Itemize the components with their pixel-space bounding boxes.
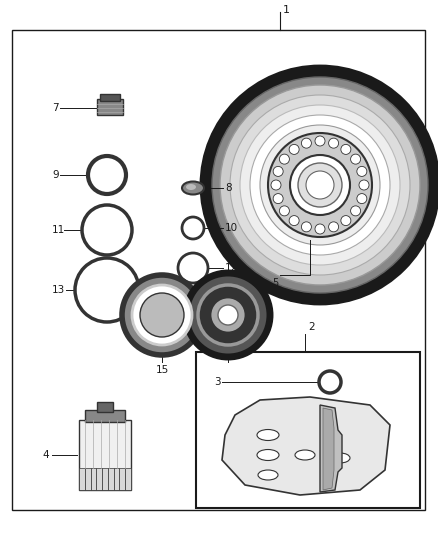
Circle shape — [350, 154, 360, 164]
Text: 8: 8 — [225, 183, 232, 193]
Circle shape — [319, 371, 341, 393]
Ellipse shape — [182, 182, 204, 195]
Circle shape — [306, 171, 334, 199]
Bar — [100, 94, 120, 101]
Text: 1: 1 — [283, 5, 290, 15]
Circle shape — [289, 144, 299, 155]
Text: 3: 3 — [214, 377, 221, 387]
Circle shape — [341, 215, 351, 225]
Text: 5: 5 — [272, 278, 278, 288]
Circle shape — [298, 163, 342, 207]
Ellipse shape — [257, 449, 279, 461]
Bar — [102, 468, 108, 490]
Bar — [114, 468, 120, 490]
Bar — [196, 352, 420, 508]
Circle shape — [210, 297, 246, 333]
Circle shape — [315, 224, 325, 234]
Circle shape — [290, 155, 350, 215]
Circle shape — [273, 193, 283, 204]
Bar — [91, 468, 96, 490]
Circle shape — [202, 67, 438, 303]
Circle shape — [301, 138, 311, 148]
Ellipse shape — [330, 453, 350, 463]
Text: 14: 14 — [221, 365, 235, 375]
Text: 10: 10 — [225, 223, 238, 233]
Ellipse shape — [295, 450, 315, 460]
Circle shape — [240, 105, 400, 265]
Ellipse shape — [258, 470, 278, 480]
Circle shape — [279, 206, 290, 216]
Circle shape — [122, 275, 202, 355]
Circle shape — [212, 77, 428, 293]
Circle shape — [230, 95, 410, 275]
Circle shape — [357, 193, 367, 204]
Polygon shape — [222, 397, 390, 495]
Circle shape — [328, 138, 339, 148]
Circle shape — [186, 273, 270, 357]
Text: 15: 15 — [155, 365, 169, 375]
Bar — [120, 468, 125, 490]
Circle shape — [268, 133, 372, 237]
Polygon shape — [323, 408, 334, 490]
Bar — [79, 468, 85, 490]
Circle shape — [132, 285, 192, 345]
Circle shape — [198, 285, 258, 345]
Circle shape — [289, 215, 299, 225]
Bar — [79, 420, 131, 490]
Polygon shape — [320, 405, 342, 492]
Ellipse shape — [257, 430, 279, 440]
Circle shape — [350, 206, 360, 216]
Circle shape — [260, 125, 380, 245]
Circle shape — [328, 222, 339, 232]
Text: 12: 12 — [225, 263, 238, 273]
Text: 7: 7 — [52, 103, 59, 113]
Circle shape — [279, 154, 290, 164]
Circle shape — [178, 253, 208, 283]
Bar — [108, 468, 114, 490]
Circle shape — [75, 258, 139, 322]
Circle shape — [273, 166, 283, 176]
Bar — [96, 468, 102, 490]
Text: 11: 11 — [52, 225, 65, 235]
Circle shape — [341, 144, 351, 155]
Text: 9: 9 — [52, 170, 59, 180]
Circle shape — [359, 180, 369, 190]
Bar — [85, 468, 91, 490]
Circle shape — [220, 85, 420, 285]
Bar — [85, 410, 125, 422]
Circle shape — [271, 180, 281, 190]
Bar — [97, 402, 113, 412]
Ellipse shape — [186, 184, 196, 190]
Text: 4: 4 — [42, 450, 49, 460]
Circle shape — [357, 166, 367, 176]
Circle shape — [218, 305, 238, 325]
Circle shape — [301, 222, 311, 232]
Bar — [125, 468, 131, 490]
Circle shape — [182, 217, 204, 239]
Circle shape — [250, 115, 390, 255]
Bar — [97, 99, 123, 115]
Text: 2: 2 — [308, 322, 314, 332]
Circle shape — [82, 205, 132, 255]
Circle shape — [140, 293, 184, 337]
Circle shape — [88, 156, 126, 194]
Circle shape — [315, 136, 325, 146]
Text: 13: 13 — [52, 285, 65, 295]
